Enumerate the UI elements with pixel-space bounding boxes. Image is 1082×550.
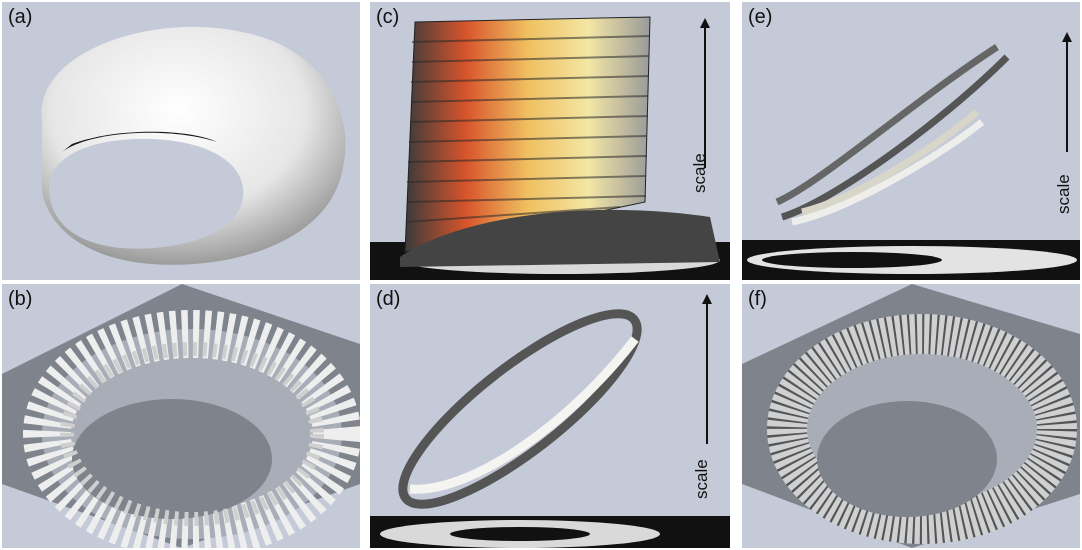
panel-b: (b) (2, 284, 360, 548)
panel-label-b: (b) (8, 288, 33, 310)
panel-a: (a) (2, 2, 360, 280)
ribbed-torus-render (742, 284, 1080, 548)
particle-torus-render (2, 284, 360, 548)
panel-c: (c) scale (370, 2, 730, 280)
panel-f: (f) (742, 284, 1080, 548)
sparse-layers-render (742, 44, 1080, 280)
scale-label-c: scale (690, 153, 709, 193)
panel-e: (e) scale (742, 2, 1080, 280)
panel-d: (d) scale (370, 284, 730, 548)
scale-arrow-icon (700, 18, 710, 168)
torus-surface-render (41, 26, 346, 265)
panel-label-d: (d) (376, 288, 401, 310)
scale-arrow-icon (1062, 32, 1072, 152)
panel-label-e: (e) (748, 6, 773, 28)
ring-render (370, 309, 730, 548)
panel-label-c: (c) (376, 6, 400, 28)
panel-label-a: (a) (8, 6, 33, 28)
scale-indicator-d: scale (692, 294, 722, 504)
panel-label-f: (f) (748, 288, 767, 310)
scale-label-d: scale (692, 459, 711, 499)
particle-tower-render (370, 16, 730, 280)
scale-indicator-c: scale (690, 18, 720, 198)
scale-indicator-e: scale (1054, 32, 1080, 222)
scale-label-e: scale (1054, 174, 1073, 214)
scale-arrow-icon (702, 294, 712, 444)
